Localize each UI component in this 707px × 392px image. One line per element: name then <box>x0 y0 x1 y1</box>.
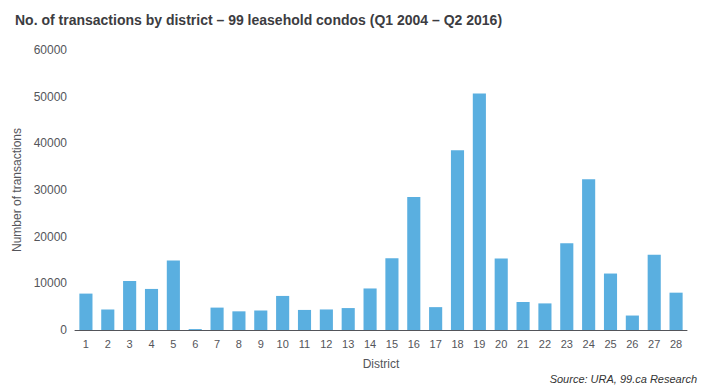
svg-text:21: 21 <box>517 338 529 350</box>
svg-text:7: 7 <box>214 338 220 350</box>
svg-text:27: 27 <box>648 338 660 350</box>
svg-text:8: 8 <box>236 338 242 350</box>
svg-text:2: 2 <box>105 338 111 350</box>
svg-text:Number of transactions: Number of transactions <box>10 128 24 252</box>
svg-text:40000: 40000 <box>34 136 68 150</box>
svg-text:17: 17 <box>430 338 442 350</box>
svg-text:25: 25 <box>604 338 616 350</box>
svg-text:6: 6 <box>192 338 198 350</box>
svg-text:50000: 50000 <box>34 90 68 104</box>
svg-text:60000: 60000 <box>34 43 68 57</box>
svg-text:12: 12 <box>320 338 332 350</box>
svg-text:28: 28 <box>670 338 682 350</box>
svg-text:20000: 20000 <box>34 230 68 244</box>
svg-text:4: 4 <box>148 338 154 350</box>
svg-text:3: 3 <box>127 338 133 350</box>
svg-text:19: 19 <box>473 338 485 350</box>
svg-text:24: 24 <box>583 338 595 350</box>
svg-text:1: 1 <box>83 338 89 350</box>
svg-text:18: 18 <box>451 338 463 350</box>
svg-text:0: 0 <box>60 323 67 337</box>
svg-text:16: 16 <box>408 338 420 350</box>
svg-text:30000: 30000 <box>34 183 68 197</box>
svg-text:9: 9 <box>258 338 264 350</box>
svg-text:Source: URA, 99.ca Research: Source: URA, 99.ca Research <box>550 373 697 385</box>
svg-text:10000: 10000 <box>34 276 68 290</box>
svg-text:No. of transactions by distric: No. of transactions by district – 99 lea… <box>15 12 502 28</box>
svg-text:23: 23 <box>561 338 573 350</box>
svg-text:10: 10 <box>277 338 289 350</box>
svg-text:26: 26 <box>626 338 638 350</box>
svg-text:5: 5 <box>170 338 176 350</box>
svg-text:15: 15 <box>386 338 398 350</box>
svg-text:13: 13 <box>342 338 354 350</box>
svg-text:14: 14 <box>364 338 376 350</box>
svg-text:District: District <box>363 357 400 371</box>
svg-text:22: 22 <box>539 338 551 350</box>
svg-text:11: 11 <box>299 338 310 350</box>
svg-text:20: 20 <box>495 338 507 350</box>
